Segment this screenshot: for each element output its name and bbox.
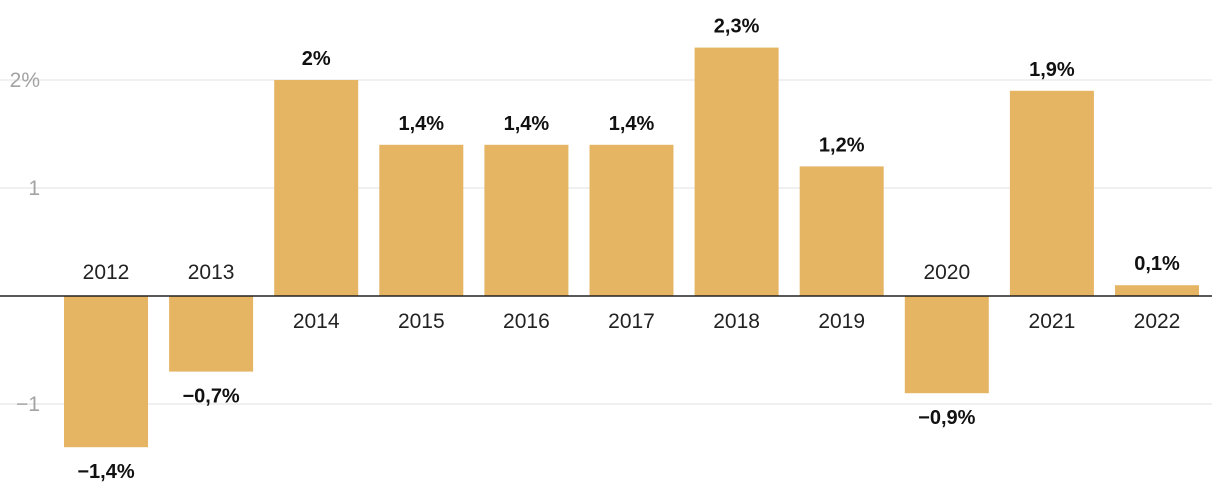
data-label: 1,4% <box>504 113 550 135</box>
x-tick-label: 2020 <box>923 261 970 284</box>
data-label: −1,4% <box>77 461 134 483</box>
bar-2018 <box>694 47 779 296</box>
data-label: −0,7% <box>182 386 239 408</box>
x-tick-label: 2016 <box>503 310 550 333</box>
data-label: 2,3% <box>714 16 760 38</box>
data-label: 0,1% <box>1134 253 1180 275</box>
x-tick-label: 2014 <box>293 310 340 333</box>
data-label: 1,4% <box>609 113 655 135</box>
y-tick-label: 2% <box>10 69 40 92</box>
bar-2016 <box>484 144 569 296</box>
x-tick-label: 2017 <box>608 310 655 333</box>
x-tick-label: 2021 <box>1029 310 1076 333</box>
bar-2015 <box>379 144 464 296</box>
x-tick-label: 2022 <box>1134 310 1181 333</box>
data-label: 2% <box>302 48 331 70</box>
bar-2014 <box>274 80 359 296</box>
bar-2013 <box>169 296 254 372</box>
y-tick-label: −1 <box>16 393 40 416</box>
bar-2020 <box>904 296 989 394</box>
data-label: 1,4% <box>399 113 445 135</box>
data-label: −0,9% <box>918 407 975 429</box>
bar-layer <box>64 47 1199 448</box>
bar-2022 <box>1115 285 1199 296</box>
x-tick-label: 2013 <box>188 261 235 284</box>
bar-2017 <box>589 144 674 296</box>
bar-2021 <box>1009 90 1094 296</box>
x-tick-label: 2019 <box>818 310 865 333</box>
bar-2012 <box>64 296 148 448</box>
x-tick-label: 2015 <box>398 310 445 333</box>
y-tick-label: 1 <box>28 177 40 200</box>
x-tick-label: 2018 <box>713 310 760 333</box>
bar-2019 <box>799 166 884 296</box>
data-label: 1,2% <box>819 134 865 156</box>
data-label: 1,9% <box>1029 59 1075 81</box>
x-tick-label: 2012 <box>83 261 130 284</box>
axis-layer: −1 1 2% <box>0 69 1212 416</box>
label-layer: 2012 −1,4% 2013 −0,7% 2014 2% 2015 1,4% 2016 1,4%… <box>77 16 1180 484</box>
